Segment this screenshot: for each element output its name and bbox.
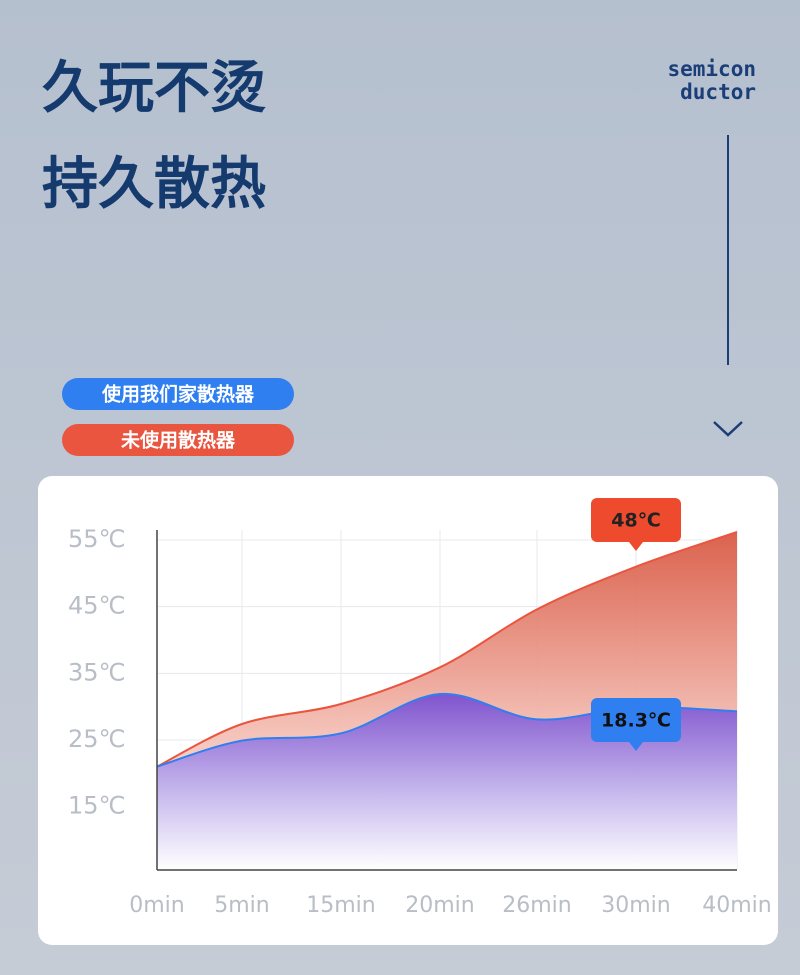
x-tick-label: 40min: [702, 893, 771, 918]
callout-pointer: [629, 542, 643, 551]
series-line: [156, 531, 738, 768]
y-tick-label: 25℃: [68, 725, 126, 753]
chevron: [713, 421, 743, 437]
callout: [591, 498, 681, 542]
brand: semicon: [667, 57, 756, 81]
brand: ductor: [680, 80, 756, 104]
callout: [591, 698, 681, 742]
legend-pill: [62, 424, 294, 456]
callout-pointer: [629, 742, 643, 751]
title: 久玩不烫: [42, 56, 266, 121]
x-tick-label: 20min: [405, 893, 474, 918]
x-tick-label: 5min: [214, 893, 269, 918]
annotation: 48℃: [611, 510, 660, 532]
chart: 15℃ 25℃ 35℃ 45℃ 55℃ 0min 5min 15min 20min 26min 30…: [68, 498, 772, 918]
legend-pill: [62, 378, 294, 410]
title: 持久散热: [42, 152, 266, 217]
y-tick-label: 55℃: [68, 525, 126, 553]
x-tick-label: 26min: [502, 893, 571, 918]
y-tick-label: 15℃: [68, 792, 126, 820]
legend-label: 未使用散热器: [120, 429, 236, 452]
x-tick-label: 0min: [129, 893, 184, 918]
x-tick-label: 15min: [306, 893, 375, 918]
annotation: 18.3℃: [601, 710, 671, 732]
y-tick-label: 35℃: [68, 658, 126, 686]
y-tick-label: 45℃: [68, 592, 126, 620]
x-tick-label: 30min: [601, 893, 670, 918]
legend-label: 使用我们家散热器: [101, 383, 255, 406]
